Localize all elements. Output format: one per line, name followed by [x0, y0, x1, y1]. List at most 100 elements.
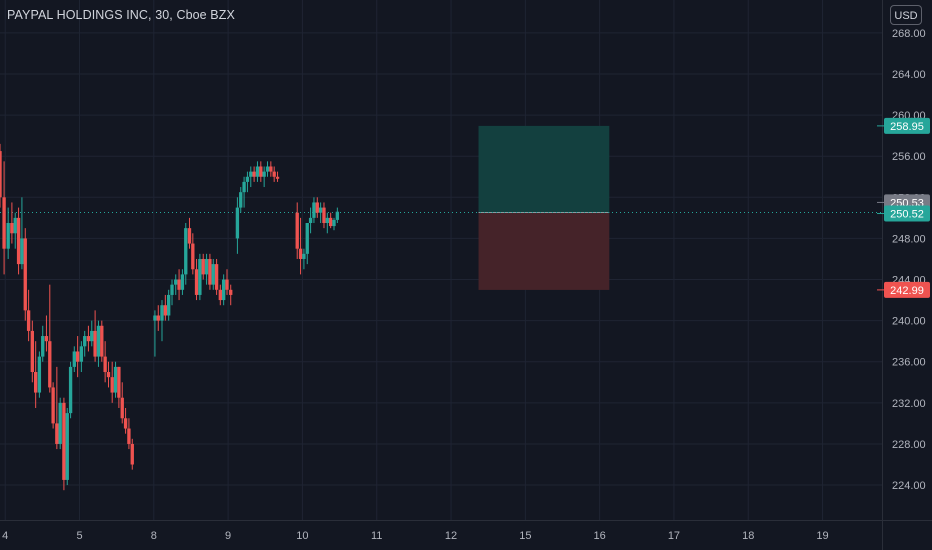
candle-down	[229, 289, 233, 295]
y-tick-label: 264.00	[892, 69, 926, 81]
candle-up	[198, 258, 202, 295]
y-tick-label: 248.00	[892, 233, 926, 245]
y-tick-label: 236.00	[892, 357, 926, 369]
candle-up	[265, 166, 270, 172]
candle-up	[79, 346, 84, 362]
x-tick-label: 19	[816, 530, 828, 542]
symbol-title: PAYPAL HOLDINGS INC, 30, Cboe BZX	[7, 8, 235, 22]
y-tick-label: 224.00	[892, 480, 926, 492]
candle-up	[96, 325, 101, 357]
currency-button[interactable]: USD	[890, 5, 922, 25]
candle-down	[26, 310, 31, 331]
candle-up	[68, 366, 73, 414]
price-label-text: 258.95	[890, 121, 924, 133]
candle-down	[16, 217, 21, 265]
candle-down	[269, 166, 273, 172]
candle-up	[305, 223, 309, 254]
candle-up	[180, 274, 185, 290]
x-tick-label: 16	[594, 530, 606, 542]
stop-zone	[478, 212, 610, 290]
candle-down	[86, 336, 91, 342]
candle-up	[167, 294, 171, 316]
candle-down	[225, 279, 229, 290]
candle-up	[174, 279, 178, 285]
candle-up	[65, 413, 69, 480]
candle-up	[204, 258, 209, 275]
candle-up	[262, 171, 266, 177]
candle-up	[211, 264, 215, 285]
candle-up	[308, 217, 313, 224]
candle-down	[23, 238, 27, 311]
candle-down	[110, 377, 114, 393]
candle-down	[187, 228, 192, 244]
candle-up	[160, 305, 164, 321]
candle-down	[315, 202, 319, 213]
candle-up	[242, 181, 246, 193]
price-label-text: 250.52	[890, 209, 924, 221]
candle-up	[90, 330, 94, 342]
candle-down	[123, 418, 128, 429]
x-tick-label: 5	[76, 530, 82, 542]
candle-up	[255, 166, 260, 177]
candle-down	[55, 423, 59, 444]
candle-up	[153, 315, 157, 321]
candle-down	[120, 397, 124, 419]
x-tick-label: 17	[668, 530, 680, 542]
candle-up	[221, 279, 226, 301]
candle-down	[259, 166, 263, 177]
candle-down	[127, 428, 131, 444]
candle-down	[252, 171, 256, 177]
candle-up	[13, 217, 17, 234]
candle-down	[0, 151, 2, 198]
candle-down	[10, 223, 14, 234]
candle-up	[83, 336, 87, 347]
y-tick-label: 240.00	[892, 316, 926, 328]
x-tick-label: 11	[371, 530, 382, 542]
x-tick-label: 8	[151, 530, 157, 542]
candle-up	[245, 176, 250, 182]
candle-up	[235, 207, 240, 239]
candle-up	[41, 336, 45, 357]
candle-down	[177, 279, 181, 290]
candle-down	[44, 336, 49, 342]
target-zone	[478, 125, 610, 213]
candle-up	[335, 211, 340, 220]
candle-up	[37, 356, 42, 393]
candle-up	[72, 351, 76, 367]
candle-down	[100, 325, 104, 357]
price-label-stop	[884, 281, 930, 298]
x-tick-label: 18	[742, 530, 754, 542]
y-tick-label: 228.00	[892, 439, 926, 451]
candle-down	[156, 315, 160, 321]
candle-down	[298, 248, 303, 259]
x-tick-label: 12	[445, 530, 457, 542]
candle-down	[272, 171, 276, 177]
y-tick-label: 232.00	[892, 398, 926, 410]
candle-up	[184, 228, 188, 275]
candle-up	[170, 284, 174, 295]
candle-down	[208, 258, 212, 285]
candle-down	[51, 387, 55, 424]
x-tick-label: 15	[519, 530, 531, 542]
x-tick-label: 10	[296, 530, 308, 542]
candle-down	[62, 402, 66, 480]
candle-up	[249, 171, 253, 177]
price-label-target	[884, 117, 930, 134]
candle-up	[332, 219, 336, 227]
candle-up	[325, 217, 329, 224]
candle-down	[218, 289, 222, 301]
candle-up	[302, 253, 306, 259]
candle-down	[328, 217, 333, 227]
candle-up	[312, 202, 316, 218]
candle-down	[163, 305, 168, 316]
candle-up	[318, 207, 323, 213]
candle-down	[30, 330, 34, 373]
candle-down	[75, 351, 80, 362]
candle-down	[194, 269, 199, 295]
candle-down	[117, 366, 121, 398]
candle-up	[6, 223, 10, 249]
candle-up	[58, 402, 62, 444]
